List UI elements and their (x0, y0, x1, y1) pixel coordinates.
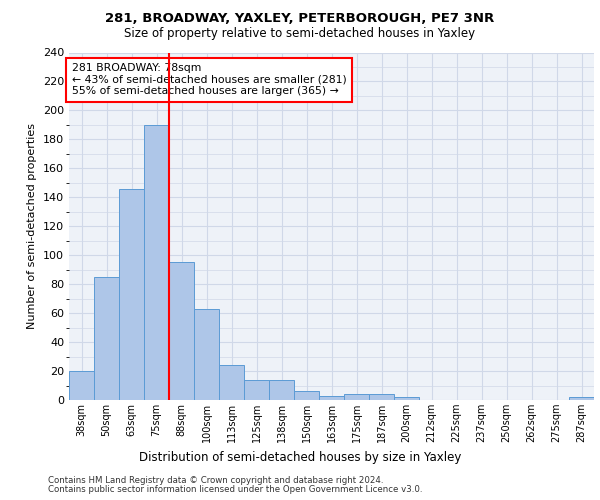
Bar (194, 309, 219, 400)
Bar (569, 397, 594, 400)
Bar (394, 397, 419, 400)
Bar (119, 188, 144, 400)
Text: Contains public sector information licensed under the Open Government Licence v3: Contains public sector information licen… (48, 485, 422, 494)
Bar (94, 277, 119, 400)
Text: Contains HM Land Registry data © Crown copyright and database right 2024.: Contains HM Land Registry data © Crown c… (48, 476, 383, 485)
Bar (369, 394, 394, 400)
Bar (169, 262, 194, 400)
Bar (219, 365, 244, 400)
Bar (344, 394, 369, 400)
Bar (294, 392, 319, 400)
Y-axis label: Number of semi-detached properties: Number of semi-detached properties (28, 123, 37, 329)
Text: 281, BROADWAY, YAXLEY, PETERBOROUGH, PE7 3NR: 281, BROADWAY, YAXLEY, PETERBOROUGH, PE7… (106, 12, 494, 26)
Text: 281 BROADWAY: 78sqm
← 43% of semi-detached houses are smaller (281)
55% of semi-: 281 BROADWAY: 78sqm ← 43% of semi-detach… (71, 63, 346, 96)
Text: Size of property relative to semi-detached houses in Yaxley: Size of property relative to semi-detach… (124, 28, 476, 40)
Bar (69, 371, 94, 400)
Text: Distribution of semi-detached houses by size in Yaxley: Distribution of semi-detached houses by … (139, 451, 461, 464)
Bar (144, 125, 169, 400)
Bar (319, 396, 344, 400)
Bar (269, 380, 294, 400)
Bar (244, 380, 269, 400)
